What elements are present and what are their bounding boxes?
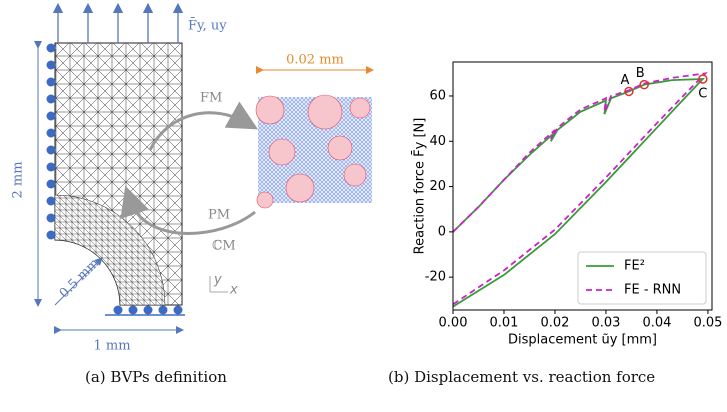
height-label: 2 mm	[11, 161, 26, 198]
fm-label: FM	[200, 91, 222, 106]
caption-b: (b) Displacement vs. reaction force	[388, 368, 656, 386]
point-label: B	[636, 66, 645, 81]
x-tick-label: 0.00	[439, 316, 468, 331]
rve-label: 0.02 mm	[286, 53, 344, 68]
fm-arrow	[148, 101, 259, 151]
legend-box	[577, 251, 707, 305]
axis-x-label: x	[229, 283, 238, 298]
cm-label: ℂM	[212, 239, 236, 254]
bvp-diagram: F̄y, uy 2 mm 1 mm 0.5 mm 0.02 mm FM PM ℂ…	[11, 2, 374, 354]
x-tick-label: 0.01	[490, 316, 519, 331]
series-line	[452, 72, 708, 306]
radius-dim	[54, 257, 103, 306]
pm-label: PM	[208, 208, 230, 223]
left-supports	[46, 43, 56, 240]
legend-label: FE²	[624, 259, 645, 274]
axis-y-label: y	[213, 273, 222, 288]
x-tick-label: 0.02	[540, 316, 569, 331]
axes-icon	[209, 276, 228, 293]
plot-frame	[452, 61, 713, 311]
y-tick-label: -20	[425, 270, 446, 285]
radius-label: 0.5 mm	[57, 256, 103, 302]
caption-a: (a) BVPs definition	[85, 368, 227, 386]
point-marker	[698, 74, 708, 84]
mesh-fine	[54, 194, 166, 306]
width-label: 1 mm	[93, 339, 130, 354]
load-arrows	[52, 2, 184, 43]
y-tick-label: 60	[429, 88, 446, 103]
load-label: F̄y, uy	[188, 17, 227, 33]
rve-inclusions	[255, 94, 371, 209]
y-axis-label: Reaction force F̄y [N]	[412, 118, 427, 255]
bottom-supports	[113, 305, 183, 315]
y-tick-label: 20	[429, 179, 446, 194]
y-tick-label: 0	[438, 224, 446, 239]
x-tick-label: 0.03	[591, 316, 620, 331]
point-label: C	[698, 86, 707, 101]
point-marker	[624, 86, 634, 97]
legend-label: FE - RNN	[624, 283, 681, 298]
point-label: A	[620, 73, 629, 88]
chart: 0.00 0.01 0.02 0.03 0.04 0.05 -20 0 20 40 60 Displa…	[412, 61, 722, 348]
x-tick-label: 0.04	[642, 316, 671, 331]
y-tick-label: 40	[429, 134, 446, 149]
x-tick-label: 0.05	[693, 316, 722, 331]
x-axis-label: Displacement ũy [mm]	[508, 333, 657, 348]
pm-arrow	[120, 185, 256, 235]
point-marker	[639, 79, 649, 90]
